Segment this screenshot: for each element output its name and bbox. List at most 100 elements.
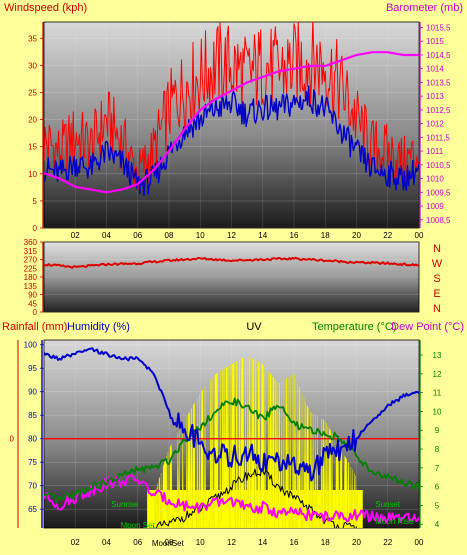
direction-y-tick-label: 90: [28, 291, 37, 300]
wind-y-tick-label: 0: [33, 224, 38, 233]
temperature-y-tick-label: 9: [435, 426, 440, 435]
uv-area: [153, 355, 363, 528]
barometer-line: [44, 51, 419, 194]
dewpoint-axis-label: Dew Point (°C): [391, 321, 464, 333]
climate-chart: Rainfall (mm) Humidity (%) UV Temperatur…: [2, 321, 464, 548]
humidity-y-tick-label: 100: [24, 341, 38, 350]
windspeed-axis-label: Windspeed (kph): [4, 2, 87, 14]
climate-series: [44, 347, 419, 528]
compass-label: N: [433, 303, 441, 315]
climate-x-tick-label: 02: [71, 538, 80, 547]
climate-x-tick-label: 06: [133, 538, 142, 547]
wind-x-tick-label: 20: [352, 231, 361, 240]
direction-y-tick-label: 180: [24, 273, 38, 282]
climate-x-tick-label: 08: [165, 538, 174, 547]
wind-x-tick-label: 00: [415, 231, 424, 240]
direction-plot-area: [43, 241, 420, 313]
compass-label: W: [432, 258, 443, 270]
climate-x-tick-label: 18: [321, 538, 330, 547]
wind-y-tick-label: 10: [28, 170, 37, 179]
barometer-y-tick-label: 1013: [426, 92, 444, 101]
temperature-y-tick-label: 8: [435, 445, 440, 454]
climate-x-tick-label: 16: [290, 538, 299, 547]
direction-y-minor-label: 45: [28, 299, 37, 308]
direction-y-minor-label: 225: [24, 264, 38, 273]
wind-x-tick-label: 04: [102, 231, 111, 240]
humidity-axis-label: Humidity (%): [67, 321, 130, 333]
climate-x-tick-label: 22: [383, 538, 392, 547]
barometer-y-tick-label: 1013,5: [426, 78, 451, 87]
temperature-y-tick-label: 13: [433, 351, 442, 360]
climate-x-tick-label: 04: [102, 538, 111, 547]
direction-y-tick-label: 270: [24, 256, 38, 265]
wind-y-tick-label: 30: [28, 61, 37, 70]
wind-x-tick-label: 12: [227, 231, 236, 240]
barometer-y-tick-label: 1009,5: [426, 188, 451, 197]
barometer-y-tick-label: 1015: [426, 37, 444, 46]
wind-x-tick-label: 22: [383, 231, 392, 240]
barometer-y-tick-label: 1011: [426, 147, 444, 156]
climate-x-tick-label: 20: [352, 538, 361, 547]
compass-label: N: [433, 243, 441, 255]
wind-series: [44, 22, 419, 197]
moonset-marker-label: MoonSet: [152, 539, 185, 548]
humidity-y-tick-label: 70: [28, 482, 37, 491]
wind-x-tick-label: 02: [71, 231, 80, 240]
direction-grid: [44, 242, 419, 312]
wind-x-tick-label: 08: [165, 231, 174, 240]
wind-x-tick-label: 14: [258, 231, 267, 240]
temperature-y-tick-label: 10: [433, 407, 442, 416]
climate-x-tick-label: 00: [415, 538, 424, 547]
barometer-y-tick-label: 1015,5: [426, 23, 451, 32]
dewpoint-line: [44, 474, 419, 524]
humidity-y-tick-label: 85: [28, 411, 37, 420]
wind-y-tick-label: 20: [28, 116, 37, 125]
direction-y-minor-label: 315: [24, 247, 38, 256]
temperature-y-tick-label: 11: [433, 389, 442, 398]
direction-series: [44, 256, 419, 269]
temperature-y-tick-label: 7: [435, 464, 440, 473]
wind-x-tick-label: 18: [321, 231, 330, 240]
rainfall-axis-label: Rainfall (mm): [2, 321, 67, 333]
temperature-line: [44, 397, 419, 503]
barometer-y-tick-label: 1014,5: [426, 51, 451, 60]
direction-y-tick-label: 360: [24, 238, 38, 247]
wind-y-tick-label: 35: [28, 34, 37, 43]
barometer-y-tick-label: 1014: [426, 65, 444, 74]
wind-x-tick-label: 10: [196, 231, 205, 240]
compass-label: S: [433, 273, 440, 285]
climate-x-tick-label: 14: [258, 538, 267, 547]
barometer-y-tick-label: 1012,5: [426, 106, 451, 115]
humidity-y-tick-label: 80: [28, 435, 37, 444]
climate-x-tick-label: 10: [196, 538, 205, 547]
wind-grid: [44, 22, 419, 228]
barometer-y-tick-label: 1010,5: [426, 161, 451, 170]
direction-y-minor-label: 135: [24, 282, 38, 291]
temperature-y-tick-label: 12: [433, 370, 442, 379]
moonrise-label: Moon Rise: [375, 517, 414, 526]
humidity-y-tick-label: 90: [28, 388, 37, 397]
barometer-y-tick-label: 1010: [426, 175, 444, 184]
sunrise-label: Sunrise: [111, 500, 139, 509]
barometer-axis-label: Barometer (mb): [386, 2, 463, 14]
climate-x-tick-label: 12: [227, 538, 236, 547]
wind-x-tick-label: 16: [290, 231, 299, 240]
humidity-y-tick-label: 75: [28, 458, 37, 467]
uv-axis-label: UV: [246, 321, 262, 333]
wind-x-tick-label: 06: [133, 231, 142, 240]
wind-average-line: [44, 85, 419, 197]
wind-barometer-chart: Windspeed (kph) Barometer (mb) 051015202…: [4, 2, 463, 240]
humidity-line: [44, 347, 419, 482]
temperature-y-tick-label: 5: [435, 501, 440, 510]
rainfall-tick-label: 0: [10, 435, 15, 444]
wind-direction-line: [44, 256, 419, 269]
barometer-y-tick-label: 1011,5: [426, 133, 450, 142]
barometer-y-tick-label: 1012: [426, 120, 444, 129]
temperature-y-tick-label: 4: [435, 520, 440, 529]
barometer-y-tick-label: 1008,5: [426, 216, 451, 225]
humidity-y-tick-label: 65: [28, 505, 37, 514]
wind-y-tick-label: 15: [28, 143, 37, 152]
